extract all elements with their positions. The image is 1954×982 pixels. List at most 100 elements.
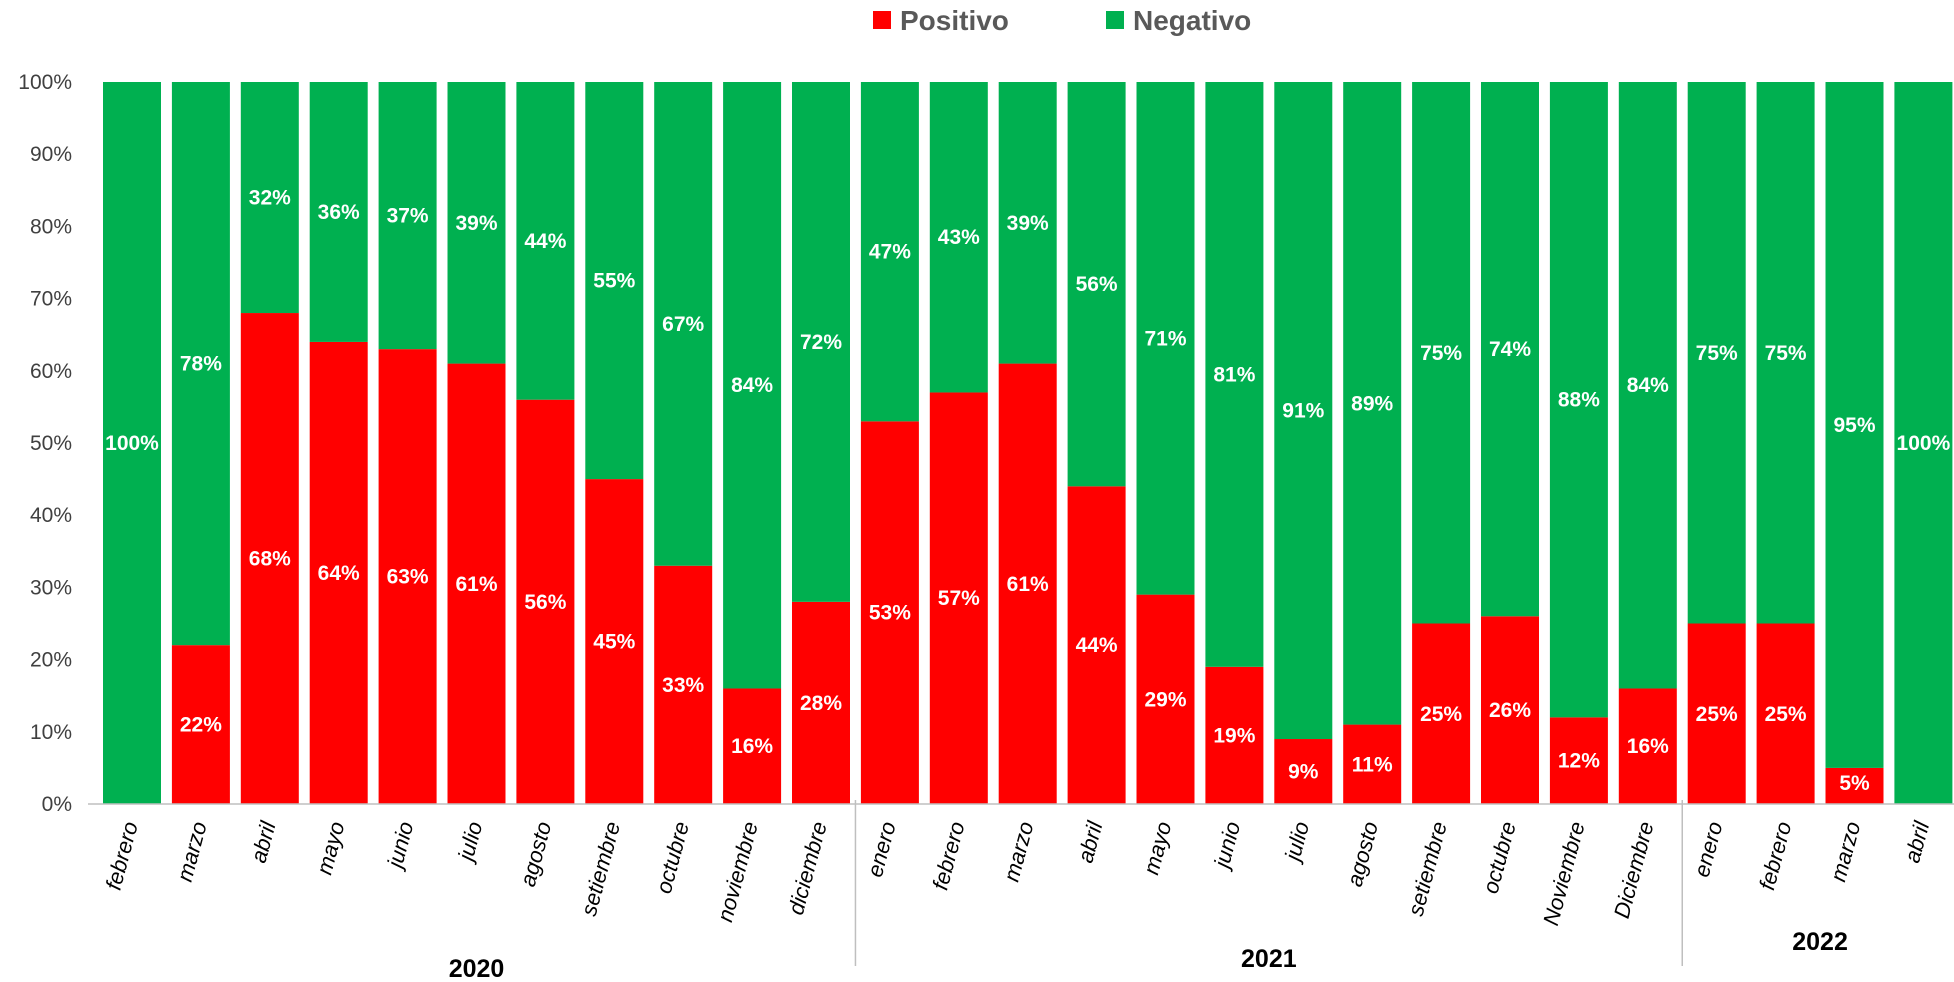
x-tick-label: julio bbox=[452, 819, 487, 866]
data-label-positivo: 26% bbox=[1489, 699, 1531, 722]
x-tick-label: noviembre bbox=[712, 819, 763, 925]
data-label-negativo: 84% bbox=[1627, 374, 1669, 397]
data-label-positivo: 12% bbox=[1558, 750, 1600, 773]
legend-swatch-positivo bbox=[873, 11, 891, 29]
data-label-positivo: 25% bbox=[1420, 703, 1462, 726]
data-label-positivo: 61% bbox=[455, 573, 497, 596]
x-tick-label: abril bbox=[246, 818, 281, 866]
y-tick-label: 60% bbox=[30, 360, 72, 383]
y-axis: 0% 10% 20% 30% 40% 50% 60% 70% 80% 90% 100% bbox=[18, 71, 72, 816]
y-tick-label: 30% bbox=[30, 576, 72, 599]
x-tick-label: diciembre bbox=[783, 819, 832, 918]
data-label-positivo: 19% bbox=[1213, 724, 1255, 747]
x-tick-label: abril bbox=[1073, 818, 1108, 866]
x-tick-label: marzo bbox=[1825, 819, 1865, 885]
data-label-negativo: 36% bbox=[318, 201, 360, 224]
y-tick-label: 20% bbox=[30, 649, 72, 672]
data-label-negativo: 75% bbox=[1420, 342, 1462, 365]
data-label-negativo: 84% bbox=[731, 374, 773, 397]
legend: Positivo Negativo bbox=[873, 5, 1251, 36]
data-label-negativo: 74% bbox=[1489, 338, 1531, 361]
x-tick-label: Noviembre bbox=[1538, 819, 1590, 928]
data-label-negativo: 37% bbox=[387, 205, 429, 228]
data-label-positivo: 5% bbox=[1839, 772, 1870, 795]
x-tick-label: octubre bbox=[1478, 819, 1521, 896]
data-label-negativo: 55% bbox=[593, 270, 635, 293]
x-tick-label: julio bbox=[1279, 819, 1314, 866]
data-label-negativo: 78% bbox=[180, 353, 222, 376]
data-label-positivo: 9% bbox=[1288, 761, 1319, 784]
data-label-negativo: 39% bbox=[1007, 212, 1049, 235]
y-tick-label: 100% bbox=[18, 71, 72, 94]
data-label-positivo: 45% bbox=[593, 631, 635, 654]
x-tick-label: setiembre bbox=[1403, 819, 1452, 919]
y-tick-label: 70% bbox=[30, 288, 72, 311]
y-tick-label: 90% bbox=[30, 143, 72, 166]
data-label-positivo: 63% bbox=[387, 566, 429, 589]
data-label-negativo: 75% bbox=[1696, 342, 1738, 365]
x-tick-label: mayo bbox=[1138, 819, 1176, 877]
data-label-negativo: 72% bbox=[800, 331, 842, 354]
data-label-negativo: 88% bbox=[1558, 389, 1600, 412]
data-label-positivo: 29% bbox=[1144, 688, 1186, 711]
data-label-positivo: 68% bbox=[249, 548, 291, 571]
x-tick-label: febrero bbox=[927, 819, 969, 893]
data-label-negativo: 71% bbox=[1144, 327, 1186, 350]
y-tick-label: 50% bbox=[30, 432, 72, 455]
data-label-negativo: 75% bbox=[1765, 342, 1807, 365]
data-label-positivo: 16% bbox=[731, 735, 773, 758]
data-label-positivo: 33% bbox=[662, 674, 704, 697]
data-label-negativo: 100% bbox=[105, 432, 159, 455]
data-label-positivo: 61% bbox=[1007, 573, 1049, 596]
data-label-negativo: 81% bbox=[1213, 363, 1255, 386]
x-tick-label: agosto bbox=[515, 819, 556, 889]
data-label-positivo: 57% bbox=[938, 587, 980, 610]
x-tick-label: marzo bbox=[999, 819, 1039, 885]
x-tick-label: enero bbox=[1689, 819, 1728, 880]
data-label-negativo: 39% bbox=[455, 212, 497, 235]
x-tick-label: mayo bbox=[311, 819, 349, 877]
data-label-negativo: 67% bbox=[662, 313, 704, 336]
year-label: 2020 bbox=[449, 955, 505, 982]
bars: 100% 22% 78% 68% 32% 64% 36% 63% 37% 61% 39% 56% 44%… bbox=[103, 82, 1952, 804]
x-tick-label: junio bbox=[381, 819, 418, 873]
data-label-positivo: 25% bbox=[1696, 703, 1738, 726]
legend-label-positivo: Positivo bbox=[900, 5, 1009, 36]
data-label-negativo: 100% bbox=[1897, 432, 1951, 455]
year-label: 2022 bbox=[1792, 928, 1848, 956]
data-label-negativo: 89% bbox=[1351, 392, 1393, 415]
x-tick-label: setiembre bbox=[576, 819, 625, 919]
data-label-positivo: 28% bbox=[800, 692, 842, 715]
year-label: 2021 bbox=[1241, 945, 1297, 973]
x-tick-label: marzo bbox=[172, 819, 212, 885]
data-label-positivo: 11% bbox=[1352, 753, 1393, 776]
x-tick-label: abril bbox=[1899, 818, 1934, 866]
data-label-negativo: 91% bbox=[1282, 400, 1324, 423]
legend-swatch-negativo bbox=[1106, 11, 1124, 29]
data-label-positivo: 44% bbox=[1076, 634, 1118, 657]
data-label-negativo: 43% bbox=[938, 226, 980, 249]
data-label-negativo: 32% bbox=[249, 187, 291, 210]
x-tick-label: junio bbox=[1208, 819, 1245, 873]
x-tick-label: agosto bbox=[1342, 819, 1383, 889]
data-label-negativo: 44% bbox=[524, 230, 566, 253]
x-tick-label: febrero bbox=[101, 819, 143, 893]
data-label-positivo: 56% bbox=[524, 591, 566, 614]
legend-label-negativo: Negativo bbox=[1133, 5, 1251, 36]
legend-item-negativo: Negativo bbox=[1106, 5, 1251, 36]
x-tick-label: octubre bbox=[651, 819, 694, 896]
data-label-positivo: 64% bbox=[318, 562, 360, 585]
x-axis: febrero marzo abril mayo junio julio agosto set… bbox=[88, 804, 1954, 928]
data-label-positivo: 22% bbox=[180, 714, 222, 737]
x-tick-label: febrero bbox=[1754, 819, 1796, 893]
data-label-positivo: 16% bbox=[1627, 735, 1669, 758]
y-tick-label: 40% bbox=[30, 504, 72, 527]
data-label-negativo: 47% bbox=[869, 241, 911, 264]
x-tick-label: Diciembre bbox=[1609, 819, 1659, 921]
y-tick-label: 80% bbox=[30, 215, 72, 238]
data-label-negativo: 56% bbox=[1076, 273, 1118, 296]
y-tick-label: 10% bbox=[30, 721, 72, 744]
data-label-positivo: 25% bbox=[1765, 703, 1807, 726]
data-label-positivo: 53% bbox=[869, 602, 911, 625]
